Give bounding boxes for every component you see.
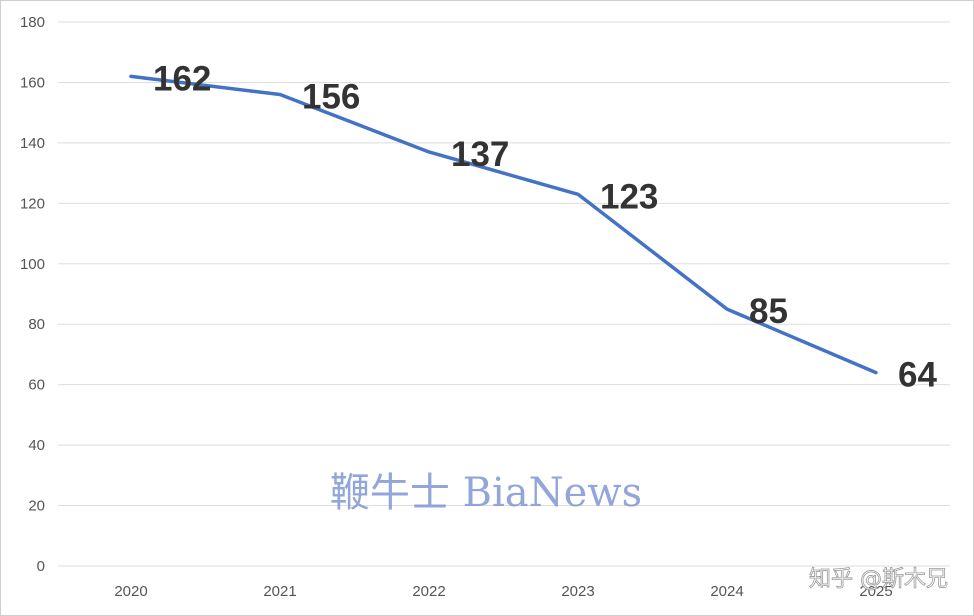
- y-tick-label: 0: [37, 558, 45, 575]
- data-label: 162: [153, 59, 211, 98]
- y-tick-label: 180: [20, 14, 45, 31]
- y-tick-label: 100: [20, 256, 45, 273]
- x-axis: 2020 2021 2022 2023 2024 2025: [114, 583, 892, 600]
- credit-text: 知乎 @斯木兄: [809, 567, 948, 592]
- y-tick-label: 60: [28, 377, 45, 394]
- y-tick-label: 80: [28, 316, 45, 333]
- data-label: 137: [451, 135, 509, 174]
- data-labels: 162 156 137 123 85 64: [153, 59, 937, 394]
- y-tick-label: 120: [20, 195, 45, 212]
- x-tick-label: 2021: [263, 583, 296, 600]
- x-tick-label: 2025: [859, 583, 892, 600]
- x-tick-label: 2023: [561, 583, 594, 600]
- y-tick-label: 160: [20, 74, 45, 91]
- data-label: 85: [749, 292, 788, 331]
- x-tick-label: 2020: [114, 583, 147, 600]
- data-label: 123: [600, 177, 658, 216]
- data-label: 64: [898, 356, 937, 395]
- gridlines: [58, 21, 950, 567]
- series-line: [129, 74, 878, 375]
- y-tick-label: 40: [28, 437, 45, 454]
- y-tick-label: 140: [20, 135, 45, 152]
- data-label: 156: [302, 78, 360, 117]
- y-axis: 0 20 40 60 80 100 120 140 160 180: [20, 14, 45, 575]
- x-tick-label: 2024: [710, 583, 743, 600]
- x-tick-label: 2022: [412, 583, 445, 600]
- watermark-text: 鞭牛士 BiaNews: [330, 470, 642, 516]
- y-tick-label: 20: [28, 498, 45, 515]
